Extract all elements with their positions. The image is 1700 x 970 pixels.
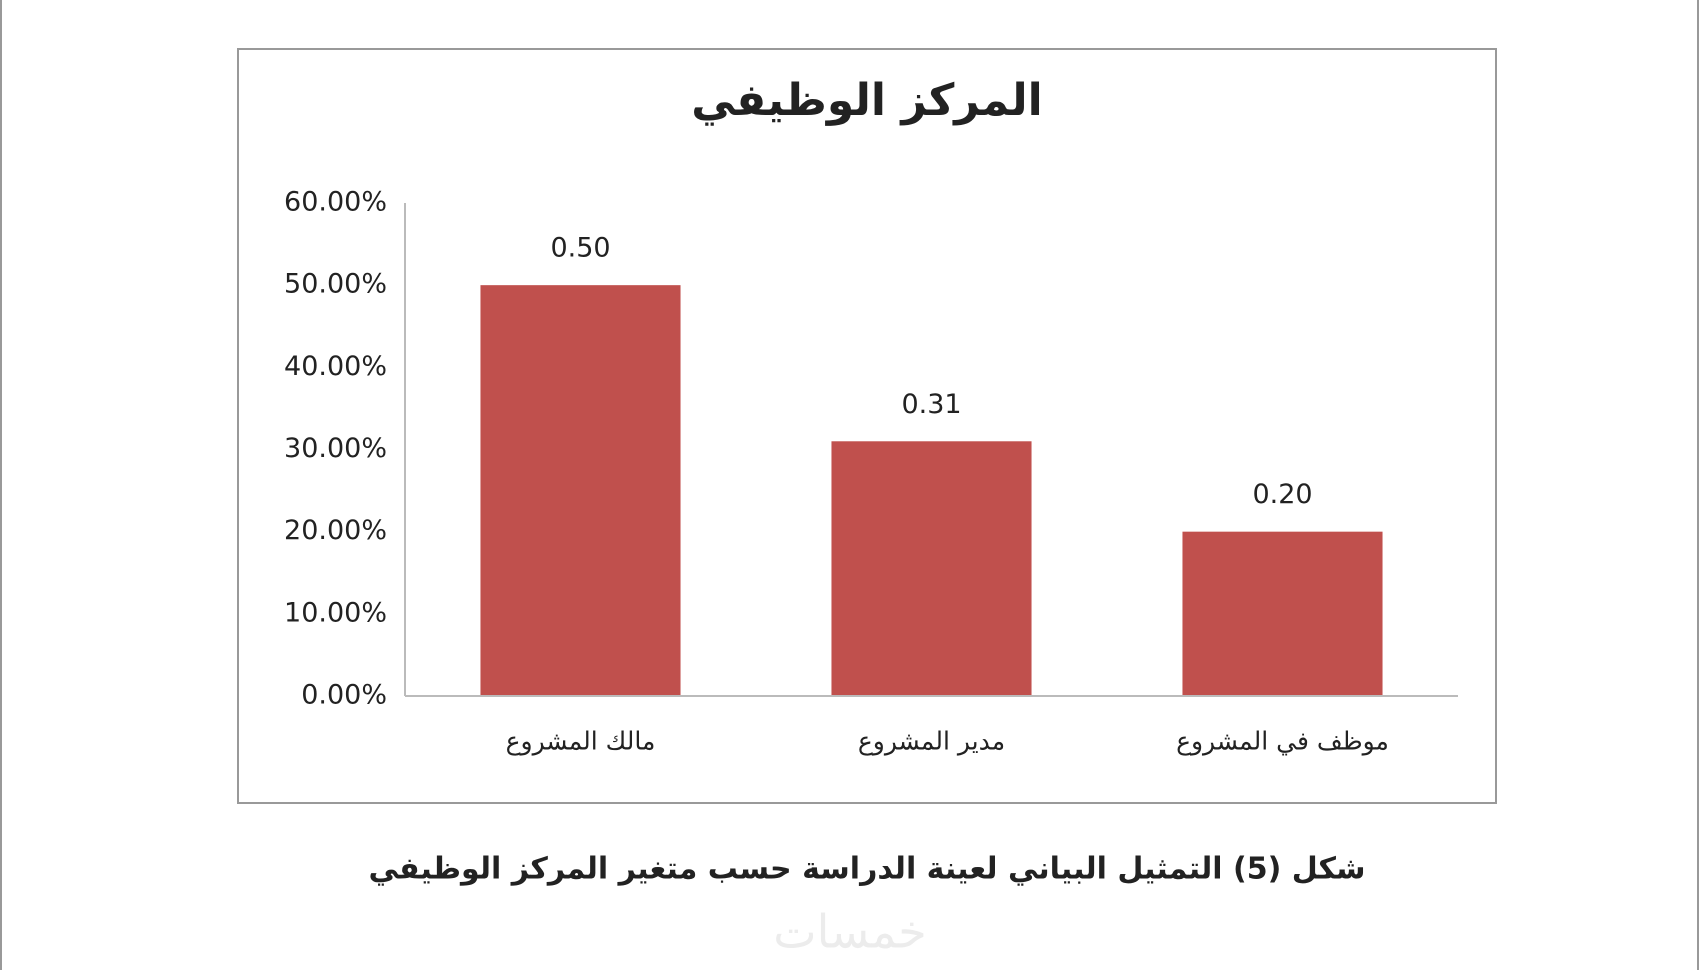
x-tick-label: مدير المشروع [858, 727, 1005, 757]
bar [831, 441, 1032, 696]
y-tick-label: 50.00% [284, 269, 387, 300]
bar [480, 285, 681, 696]
watermark: خمسات [773, 905, 926, 959]
data-label: 0.20 [1252, 479, 1312, 510]
y-tick-label: 20.00% [284, 515, 387, 546]
y-tick-label: 10.00% [284, 597, 387, 628]
bar [1182, 531, 1383, 696]
x-tick-label: مالك المشروع [506, 727, 656, 757]
y-tick-label: 60.00% [284, 187, 387, 218]
figure-caption: شكل (5) التمثيل البياني لعينة الدراسة حس… [369, 852, 1366, 887]
y-tick-label: 0.00% [301, 680, 387, 711]
data-label: 0.31 [901, 389, 961, 420]
chart-title: المركز الوظيفي [691, 75, 1043, 126]
y-tick-label: 40.00% [284, 351, 387, 382]
data-label: 0.50 [550, 233, 610, 264]
y-tick-label: 30.00% [284, 433, 387, 464]
x-tick-label: موظف في المشروع [1176, 727, 1389, 757]
